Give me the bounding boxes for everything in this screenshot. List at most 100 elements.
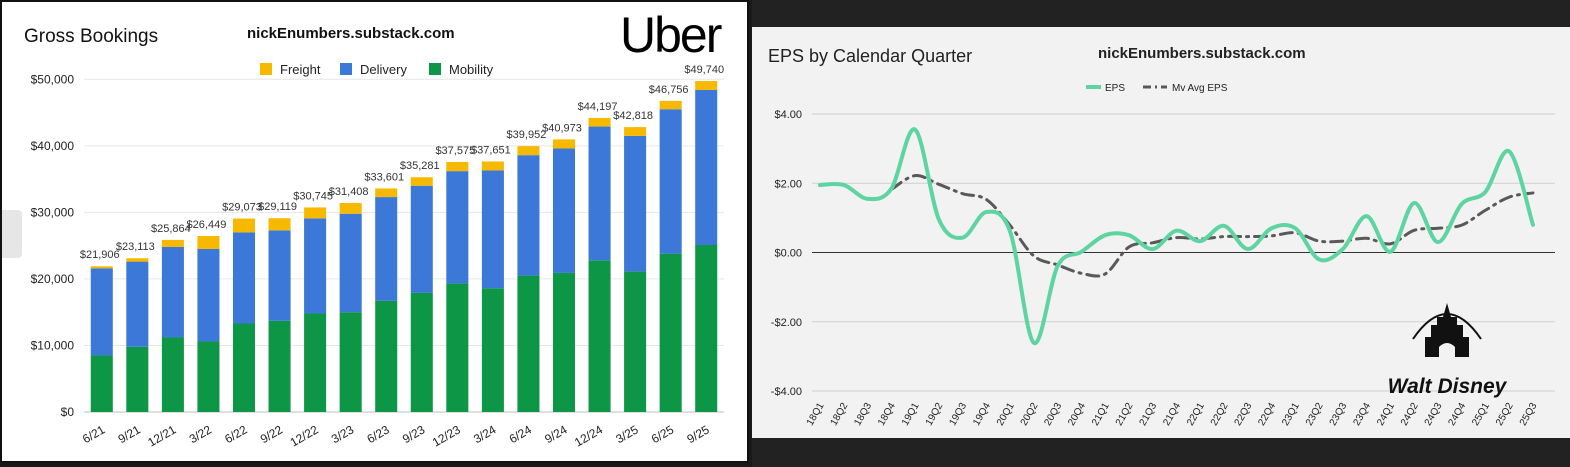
disney-legend: EPS Mv Avg EPS [1086,83,1228,94]
uber-total-label: $29,119 [258,201,297,213]
uber-total-label: $25,864 [151,223,191,235]
uber-bar-freight [624,127,647,136]
uber-x-tick-label: 3/25 [613,422,641,446]
uber-bar-mobility [517,275,540,412]
disney-legend-label: Mv Avg EPS [1172,83,1228,94]
disney-frame-top [752,0,1570,27]
uber-bar-mobility [481,288,504,412]
uber-bar-mobility [339,312,362,412]
disney-series-lines [818,127,1535,345]
uber-bar-delivery [552,148,576,273]
uber-bar-delivery [339,213,362,313]
uber-total-label: $49,740 [684,64,724,76]
uber-total-label: $30,745 [293,190,333,202]
disney-x-tick-label: 18Q4 [876,401,898,428]
uber-x-tick-label: 12/21 [145,422,178,449]
uber-total-label: $33,601 [364,171,404,183]
uber-x-tick-label: 9/21 [116,422,144,446]
uber-bar-mobility [232,323,256,412]
uber-total-label: $37,575 [435,145,475,157]
uber-y-tick-label: $10,000 [31,338,75,352]
uber-x-axis: 6/21 9/21 12/21 3/22 6/22 9/22 12/22 3/23 6/23 9/… [80,422,712,449]
uber-x-tick-label: 3/23 [329,422,357,446]
disney-x-tick-label: 23Q3 [1328,401,1350,428]
uber-bar-delivery [197,248,220,342]
disney-x-tick-label: 24Q4 [1446,401,1468,428]
uber-bar-freight [268,218,291,231]
uber-bar-freight [410,177,433,186]
disney-logo: Walt Disney [1388,303,1508,398]
uber-legend-label: Freight [280,62,321,77]
disney-y-tick-label: $4.00 [774,109,802,121]
uber-y-tick-label: $30,000 [31,205,75,219]
disney-x-tick-label: 24Q3 [1423,401,1445,428]
uber-bar-mobility [624,271,647,412]
uber-total-label: $40,973 [542,122,582,134]
uber-legend-swatch [429,63,441,75]
uber-x-tick-label: 3/24 [471,422,499,446]
disney-gridlines [812,113,1555,392]
disney-eps-line [818,127,1535,345]
uber-bar-delivery [126,261,149,347]
disney-x-tick-label: 21Q3 [1138,401,1160,428]
disney-x-tick-label: 18Q3 [852,401,874,428]
uber-logo: Uber [620,7,722,63]
uber-x-tick-label: 9/23 [400,422,428,446]
disney-x-tick-label: 23Q2 [1304,401,1326,428]
uber-y-tick-label: $0 [61,405,75,419]
uber-legend-label: Mobility [449,62,494,77]
disney-x-tick-label: 20Q2 [1019,401,1041,428]
castle-icon [1425,303,1469,357]
uber-bar-delivery [517,155,540,276]
uber-chart-panel: Gross Bookings nickEnumbers.substack.com… [0,0,749,463]
uber-y-tick-label: $40,000 [31,139,75,153]
uber-bar-delivery [232,232,256,324]
disney-logo-text: Walt Disney [1388,375,1508,398]
uber-bar-freight [126,258,149,262]
disney-y-tick-label: -$4.00 [771,386,802,398]
uber-chart-title: Gross Bookings [24,26,158,47]
disney-x-tick-label: 24Q1 [1375,401,1397,428]
disney-x-tick-label: 24Q2 [1399,401,1421,428]
uber-bar-delivery [659,109,682,254]
uber-gross-bookings-chart: Gross Bookings nickEnumbers.substack.com… [24,7,724,450]
uber-bar-delivery [481,170,504,289]
uber-watermark: nickEnumbers.substack.com [247,25,455,42]
uber-total-label: $35,281 [400,160,440,172]
uber-bar-freight [197,236,220,249]
disney-x-tick-label: 23Q4 [1351,401,1373,428]
uber-bar-mobility [410,292,433,412]
uber-bar-freight [161,239,184,247]
disney-y-tick-label: $2.00 [774,178,802,190]
uber-total-label: $37,651 [471,144,511,156]
uber-x-tick-label: 6/24 [507,422,535,446]
uber-x-tick-label: 12/24 [572,422,605,449]
uber-legend-label: Delivery [360,62,407,77]
uber-bar-delivery [446,171,469,284]
uber-total-label: $44,197 [578,101,618,113]
disney-x-tick-label: 19Q2 [924,401,946,428]
uber-bar-mobility [659,253,682,412]
uber-total-label: $23,113 [116,241,155,253]
uber-bar-delivery [161,246,184,338]
uber-y-axis: $0 $10,000 $20,000 $30,000 $40,000 $50,000 [31,72,75,419]
disney-x-tick-label: 25Q1 [1470,401,1492,428]
scroll-handle[interactable] [2,210,22,258]
uber-x-tick-label: 6/25 [649,422,677,446]
disney-x-axis: 18Q1 18Q2 18Q3 18Q4 19Q1 19Q2 19Q3 19Q4 20Q1 20Q2… [805,401,1540,428]
uber-bar-delivery [375,197,398,301]
uber-bar-mobility [304,313,327,412]
uber-bar-freight [304,207,327,219]
disney-x-tick-label: 22Q3 [1233,401,1255,428]
disney-watermark: nickEnumbers.substack.com [1098,45,1306,62]
uber-x-tick-label: 12/23 [430,422,463,449]
uber-bar-mobility [268,320,291,412]
uber-gridlines [84,78,724,413]
disney-x-tick-label: 18Q2 [829,401,851,428]
disney-frame-bottom [752,438,1570,467]
uber-bar-mobility [126,346,149,412]
uber-total-label: $26,449 [187,219,227,231]
uber-bar-mobility [161,337,184,412]
uber-legend: Freight Delivery Mobility [260,62,494,77]
uber-x-tick-label: 9/24 [542,422,570,446]
